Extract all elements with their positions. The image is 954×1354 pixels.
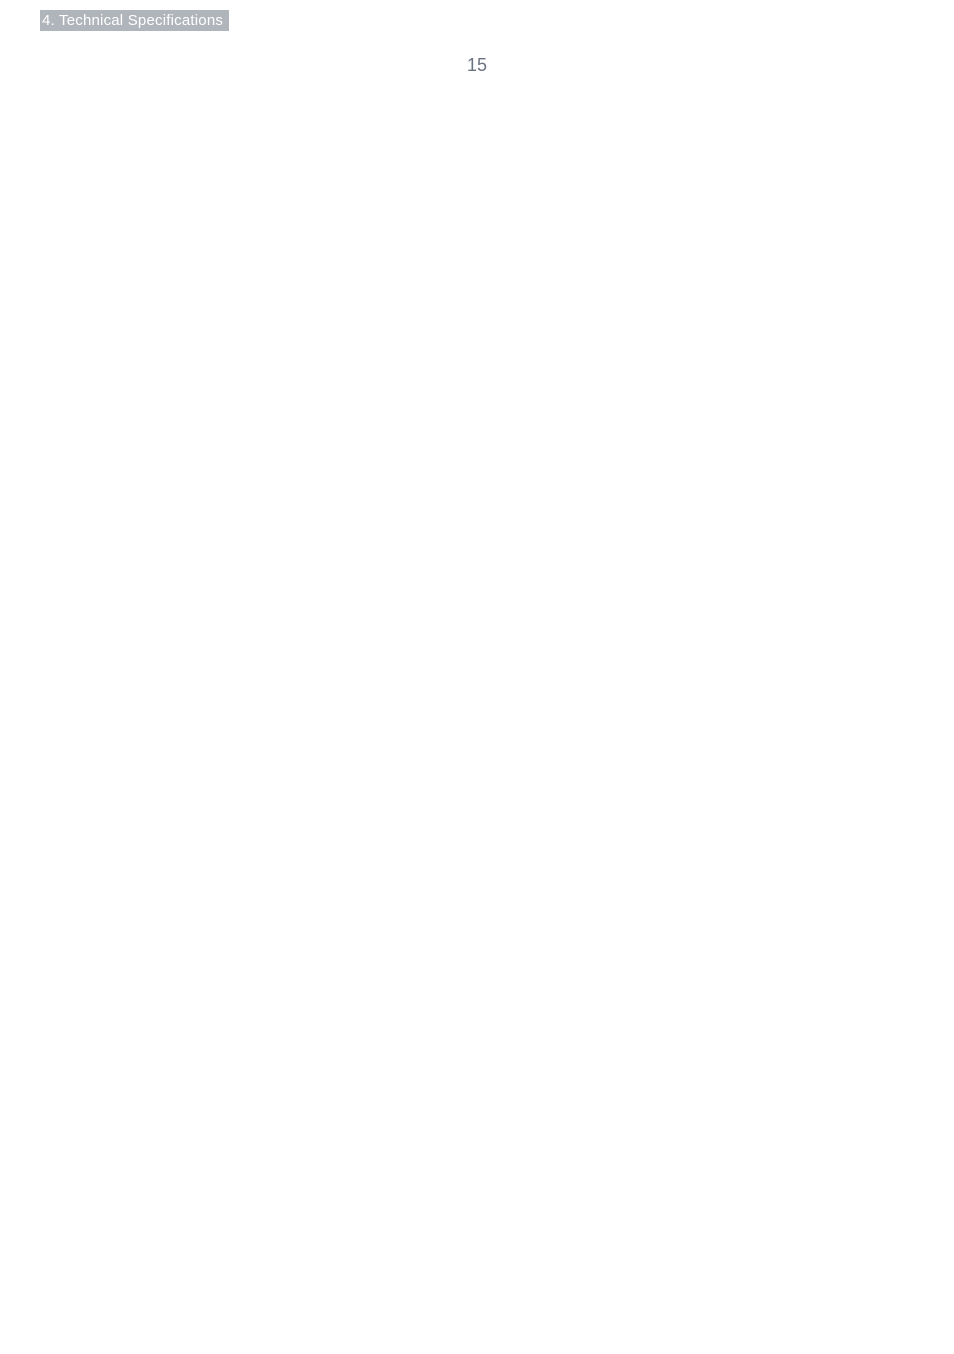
breadcrumb: 4. Technical Specifications: [40, 10, 229, 31]
page-number: 15: [40, 55, 914, 76]
